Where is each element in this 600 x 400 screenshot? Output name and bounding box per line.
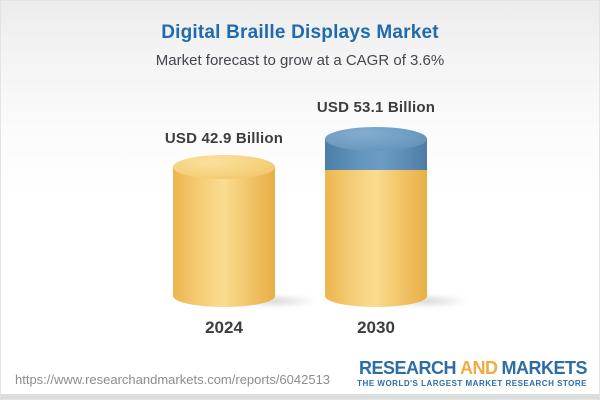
x-axis-label-2030: 2030 (357, 318, 395, 337)
chart-subtitle: Market forecast to grow at a CAGR of 3.6… (155, 52, 445, 69)
logo-wordmark: RESEARCH AND MARKETS (357, 358, 588, 378)
base-segment-2030 (325, 170, 427, 307)
logo-word-research: RESEARCH (358, 358, 457, 378)
cylinder-2030 (325, 127, 487, 310)
base-segment-2024 (173, 167, 275, 307)
chart-title: Digital Braille Displays Market (161, 22, 439, 43)
cylinder-2024 (173, 155, 335, 310)
logo-tagline: THE WORLD'S LARGEST MARKET RESEARCH STOR… (357, 379, 587, 388)
research-and-markets-logo: RESEARCH AND MARKETS THE WORLD'S LARGEST M… (357, 359, 587, 388)
report-url[interactable]: https://www.researchandmarkets.com/repor… (15, 372, 331, 387)
cylinder-top-2030 (325, 127, 427, 151)
cylinder-top-2024 (173, 155, 275, 179)
value-label-2024: USD 42.9 Billion (164, 130, 284, 147)
x-axis-label-2024: 2024 (205, 318, 243, 337)
logo-word-and: AND (460, 358, 498, 378)
bottom-border (1, 394, 599, 399)
logo-word-markets: MARKETS (501, 358, 588, 378)
value-label-2030: USD 53.1 Billion (316, 99, 436, 116)
